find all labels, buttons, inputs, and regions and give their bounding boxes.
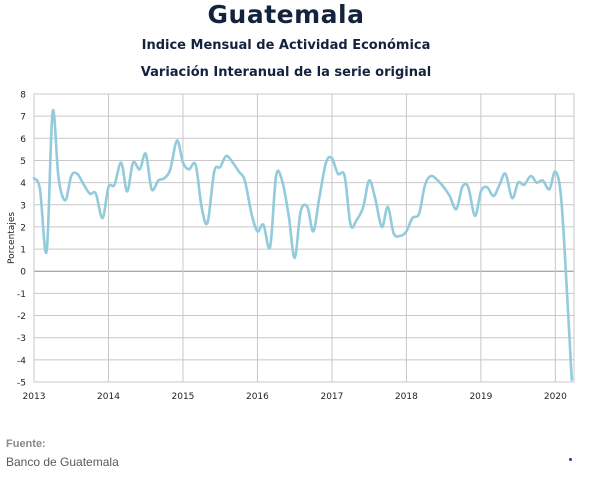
y-tick-label: -4 <box>17 356 26 366</box>
x-tick-label: 2017 <box>320 392 343 402</box>
y-tick-label: 0 <box>20 268 26 278</box>
line-chart: -5 -4 -3 -2 -1 0 1 2 3 4 5 6 7 8 2013 2014 2015 2016 2017 2… <box>7 91 575 402</box>
chart-subtitle-2: Variación Interanual de la serie origina… <box>140 65 432 80</box>
y-tick-label: 8 <box>20 91 26 101</box>
y-tick-label: 6 <box>20 135 26 145</box>
decorative-dot <box>569 458 572 461</box>
footer-source-text: Banco de Guatemala <box>6 455 119 469</box>
y-tick-label: 1 <box>20 246 26 256</box>
y-axis-label: Porcentajes <box>7 212 17 264</box>
y-tick-label: -3 <box>17 334 26 344</box>
y-tick-label: -1 <box>17 290 26 300</box>
chart-subtitle-1: Indice Mensual de Actividad Económica <box>141 38 431 53</box>
y-tick-label: 4 <box>20 179 26 189</box>
x-tick-label: 2020 <box>544 392 567 402</box>
y-tick-label: 5 <box>20 157 26 167</box>
y-tick-label: 7 <box>20 113 26 123</box>
y-tick-label: -5 <box>17 379 26 389</box>
series-line <box>32 108 574 382</box>
y-tick-label: -2 <box>17 312 26 322</box>
x-tick-label: 2013 <box>23 392 46 402</box>
x-tick-label: 2019 <box>469 392 492 402</box>
y-tick-label: 3 <box>20 201 26 211</box>
chart-title: Guatemala <box>207 0 365 29</box>
footer-source-label: Fuente: <box>6 438 46 450</box>
x-tick-label: 2015 <box>172 392 195 402</box>
y-tick-label: 2 <box>20 223 26 233</box>
x-tick-label: 2016 <box>246 392 269 402</box>
x-tick-label: 2014 <box>97 392 120 402</box>
plot-frame <box>33 93 575 383</box>
x-tick-label: 2018 <box>395 392 418 402</box>
